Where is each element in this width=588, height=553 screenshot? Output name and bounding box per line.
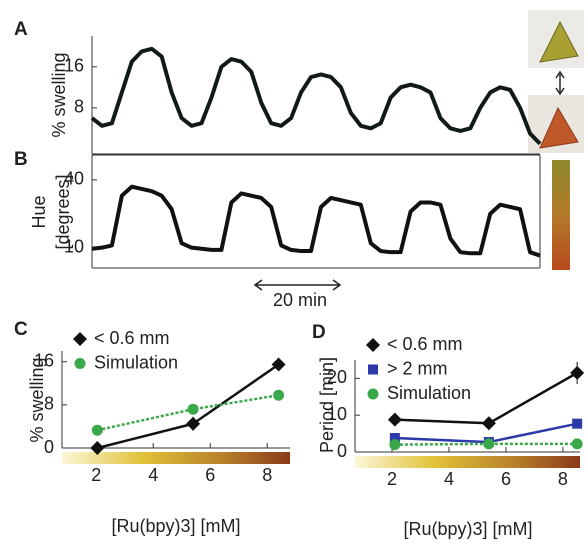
- x-tick-label: 6: [205, 465, 215, 485]
- legend-label: Simulation: [94, 352, 178, 372]
- y-axis-label: % swelling: [49, 52, 69, 137]
- series-line: [91, 184, 541, 258]
- scale-bar-head: [253, 279, 342, 291]
- y-tick-label: 10: [64, 236, 84, 256]
- y-tick-label: 8: [74, 97, 84, 117]
- legend-label: < 0.6 mm: [387, 334, 463, 354]
- legend-label: Simulation: [387, 383, 471, 403]
- panel-label: A: [14, 19, 28, 40]
- panel-label: C: [14, 319, 28, 340]
- y-tick-label: 16: [64, 56, 84, 76]
- y-tick-label: 40: [64, 169, 84, 189]
- x-axis-label: [Ru(bpy)3] [mM]: [111, 516, 240, 536]
- x-tick-label: 2: [91, 465, 101, 485]
- color-gradient: [62, 452, 290, 464]
- legend-swatch: [366, 338, 380, 352]
- x-axis-label: [Ru(bpy)3] [mM]: [403, 519, 532, 539]
- marker: [389, 439, 401, 451]
- y-tick-label: 10: [327, 404, 347, 424]
- x-tick-label: 2: [387, 469, 397, 489]
- legend-swatch: [74, 358, 86, 369]
- legend-swatch: [73, 332, 87, 346]
- x-tick-label: 4: [148, 465, 158, 485]
- arrow-head: [555, 70, 565, 96]
- panel-label: D: [312, 322, 326, 343]
- legend-label: < 0.6 mm: [94, 328, 170, 348]
- annotation: 20 min: [273, 290, 327, 310]
- marker: [91, 424, 103, 436]
- x-tick-label: 4: [444, 469, 454, 489]
- legend-swatch: [368, 364, 378, 375]
- marker: [481, 416, 496, 431]
- x-tick-label: 6: [501, 469, 511, 489]
- marker: [483, 438, 495, 450]
- x-tick-label: 8: [262, 465, 272, 485]
- marker: [571, 438, 583, 450]
- y-tick-label: 0: [337, 441, 347, 461]
- legend-label: > 2 mm: [387, 358, 448, 378]
- y-axis-label: Period [min]: [317, 357, 337, 453]
- series-line: [97, 363, 280, 450]
- series-line: [90, 46, 542, 146]
- color-bar: [552, 160, 570, 270]
- y-tick-label: 20: [327, 367, 347, 387]
- marker: [186, 416, 201, 431]
- marker: [187, 403, 199, 415]
- y-axis-label: Hue: [29, 195, 49, 228]
- gel-triangle: [539, 20, 579, 63]
- y-tick-label: 8: [44, 394, 54, 414]
- y-axis-label: [degrees]: [53, 174, 73, 249]
- marker: [387, 412, 402, 427]
- x-tick-label: 8: [558, 469, 568, 489]
- panel-label: B: [14, 149, 28, 170]
- y-axis-label: % swelling: [27, 357, 47, 442]
- series-line: [97, 393, 279, 432]
- color-gradient: [355, 456, 580, 468]
- marker: [572, 418, 583, 429]
- marker: [389, 433, 400, 444]
- y-tick-label: 0: [44, 437, 54, 457]
- series-line: [394, 442, 578, 446]
- gel-triangle: [539, 106, 579, 149]
- legend-swatch: [367, 388, 379, 400]
- marker: [570, 365, 585, 380]
- marker: [271, 357, 286, 372]
- y-tick-label: 16: [34, 351, 54, 371]
- marker: [273, 389, 285, 401]
- marker: [90, 441, 105, 455]
